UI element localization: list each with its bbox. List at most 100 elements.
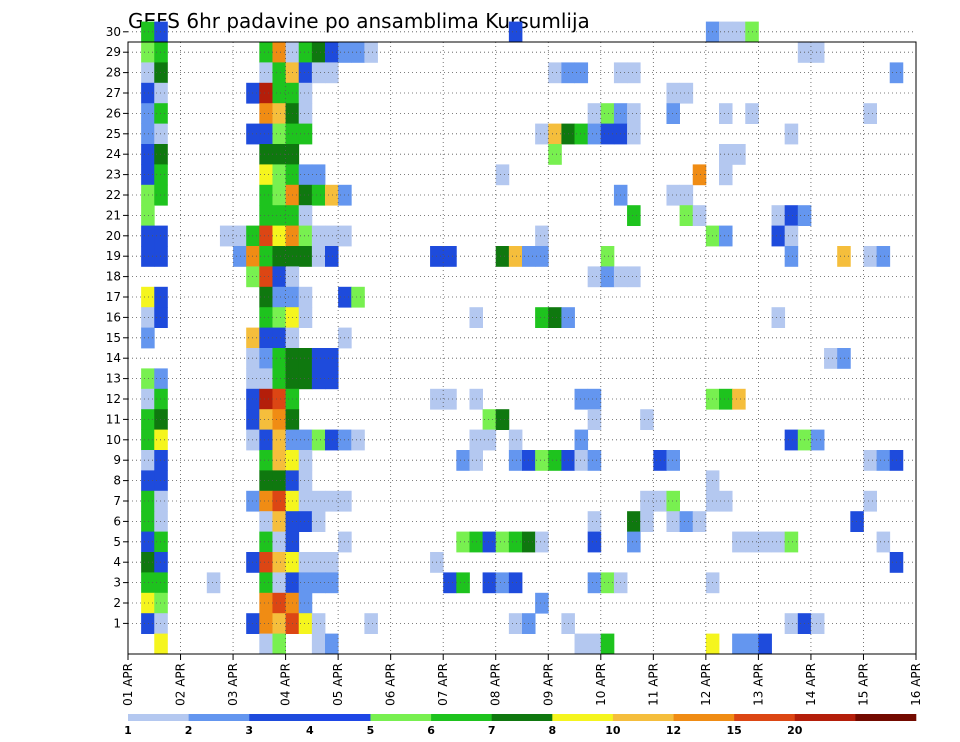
heatmap-cell xyxy=(863,450,877,471)
legend-label: 12 xyxy=(666,724,681,737)
heatmap-cell xyxy=(141,511,155,532)
heatmap-cell xyxy=(259,286,273,308)
heatmap-cell xyxy=(259,552,273,573)
heatmap-cell xyxy=(311,613,326,634)
heatmap-cell xyxy=(141,205,155,226)
heatmap-cell xyxy=(587,511,602,532)
y-tick-label: 25 xyxy=(106,127,121,141)
y-tick-label: 23 xyxy=(106,168,121,182)
legend-swatch xyxy=(491,714,553,721)
heatmap-cell xyxy=(627,205,641,226)
heatmap-cell xyxy=(259,388,273,410)
legend-swatch xyxy=(855,714,917,721)
heatmap-cell xyxy=(311,368,326,390)
heatmap-cell xyxy=(272,123,286,145)
y-tick-label: 17 xyxy=(106,290,121,304)
heatmap-cell xyxy=(141,42,155,63)
x-tick-label: 09 APR xyxy=(541,663,555,706)
legend-label: 20 xyxy=(787,724,803,737)
heatmap-cell xyxy=(259,613,273,634)
heatmap-cell xyxy=(705,633,720,655)
legend-label: 7 xyxy=(488,724,496,737)
heatmap-cell xyxy=(666,450,680,471)
heatmap-cell xyxy=(298,552,313,573)
heatmap-cell xyxy=(508,572,523,594)
heatmap-cell xyxy=(325,246,339,267)
heatmap-cell xyxy=(272,613,286,634)
x-tick-label: 07 APR xyxy=(436,663,450,706)
heatmap-cell xyxy=(627,62,641,84)
heatmap-cell xyxy=(298,62,313,84)
heatmap-cell xyxy=(456,572,470,594)
heatmap-cell xyxy=(837,348,851,369)
heatmap-cell xyxy=(508,246,523,267)
heatmap-cell xyxy=(154,123,168,145)
heatmap-cell xyxy=(154,368,168,390)
heatmap-cell xyxy=(141,429,155,451)
heatmap-cell xyxy=(574,429,589,451)
heatmap-cell xyxy=(758,633,772,655)
heatmap-cell xyxy=(154,572,168,594)
heatmap-cell xyxy=(325,225,339,247)
heatmap-cell xyxy=(311,62,326,84)
heatmap-cell xyxy=(587,572,602,594)
heatmap-cell xyxy=(351,42,365,63)
heatmap-cell xyxy=(640,490,654,512)
heatmap-cell xyxy=(771,225,786,247)
y-tick-label: 15 xyxy=(106,331,121,345)
heatmap-cell xyxy=(141,388,155,410)
heatmap-cell xyxy=(259,82,273,104)
legend-swatch xyxy=(249,714,311,721)
y-tick-label: 19 xyxy=(106,249,121,263)
heatmap-cell xyxy=(141,552,155,573)
heatmap-cell xyxy=(548,307,562,328)
heatmap-cell xyxy=(311,184,326,206)
heatmap-cell xyxy=(587,388,602,410)
heatmap-cell xyxy=(548,450,562,471)
heatmap-cell xyxy=(272,490,286,512)
heatmap-cell xyxy=(154,429,168,451)
heatmap-cell xyxy=(272,348,286,369)
heatmap-cell xyxy=(154,613,168,634)
heatmap-cell xyxy=(154,246,168,267)
heatmap-cell xyxy=(600,103,615,124)
heatmap-cell xyxy=(784,613,799,634)
heatmap-cell xyxy=(272,62,286,84)
heatmap-cell xyxy=(259,572,273,594)
heatmap-cell xyxy=(272,286,286,308)
heatmap-cell xyxy=(272,572,286,594)
x-tick-label: 12 APR xyxy=(699,663,713,706)
heatmap-cell xyxy=(692,205,707,226)
heatmap-cell xyxy=(784,205,799,226)
heatmap-cell xyxy=(508,450,523,471)
heatmap-cell xyxy=(298,103,313,124)
heatmap-cell xyxy=(679,511,694,532)
heatmap-cell xyxy=(259,409,273,430)
y-tick-label: 24 xyxy=(106,147,121,161)
heatmap-cell xyxy=(259,103,273,124)
heatmap-cell xyxy=(272,633,286,655)
heatmap-cell xyxy=(666,184,680,206)
y-tick-label: 12 xyxy=(106,392,121,406)
heatmap-cell xyxy=(508,429,523,451)
heatmap-cell xyxy=(259,144,273,165)
heatmap-cell xyxy=(627,123,641,145)
heatmap-cell xyxy=(482,429,497,451)
heatmap-cell xyxy=(325,62,339,84)
heatmap-cell xyxy=(587,409,602,430)
heatmap-cell xyxy=(311,246,326,267)
heatmap-cell xyxy=(325,490,339,512)
heatmap-cell xyxy=(548,62,562,84)
heatmap-cell xyxy=(259,62,273,84)
x-tick-label: 03 APR xyxy=(226,663,240,706)
heatmap-cell xyxy=(627,266,641,288)
heatmap-cell xyxy=(298,572,313,594)
heatmap-cell xyxy=(154,225,168,247)
heatmap-cell xyxy=(298,348,313,369)
x-tick-label: 06 APR xyxy=(384,663,398,706)
heatmap-cell xyxy=(272,429,286,451)
plot-frame xyxy=(127,41,917,655)
heatmap-cell xyxy=(850,511,864,532)
heatmap-cell xyxy=(679,82,694,104)
heatmap-cell xyxy=(784,123,799,145)
